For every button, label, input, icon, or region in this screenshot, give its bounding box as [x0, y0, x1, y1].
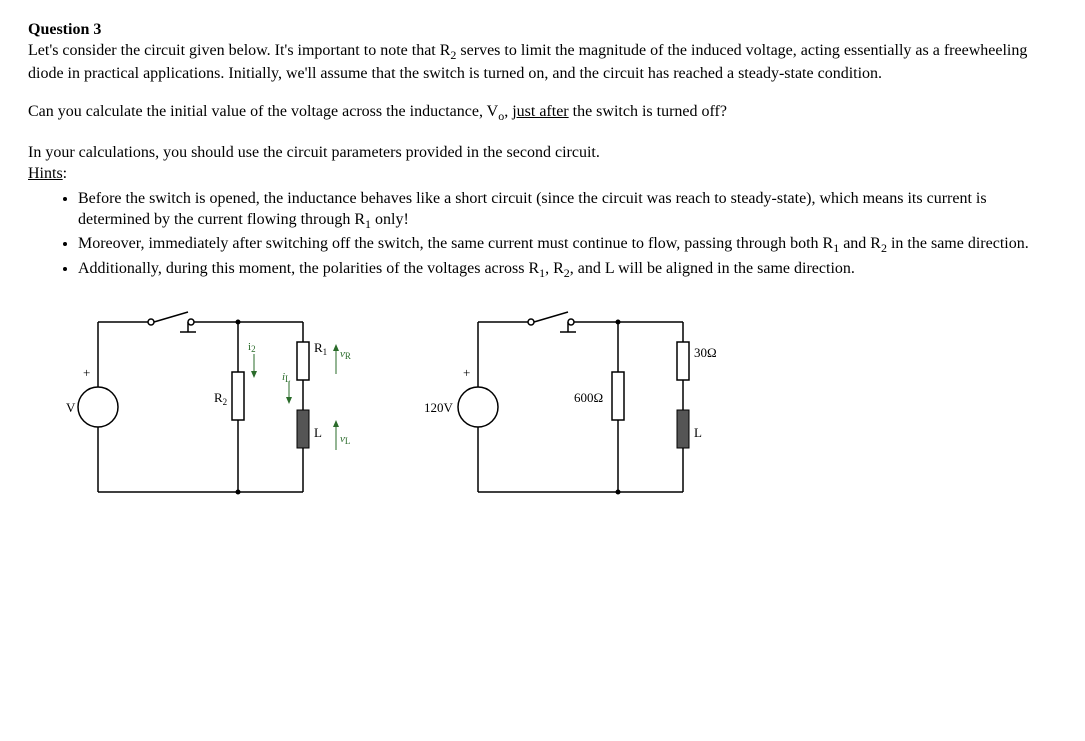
p1-text-a: Let's consider the circuit given below. … [28, 42, 450, 59]
p2-text-b: , [504, 103, 512, 120]
hint-1: Before the switch is opened, the inducta… [78, 189, 1057, 233]
c1-l-label: L [314, 425, 322, 440]
hint-2: Moreover, immediately after switching of… [78, 234, 1057, 257]
circuit-1: + V R2 R1 L i2 iL vR vL [58, 302, 378, 512]
c1-vl-label: vL [340, 433, 350, 446]
hints-colon: : [63, 165, 67, 182]
question-block: Question 3 Let's consider the circuit gi… [28, 20, 1057, 282]
paragraph-1: Question 3 Let's consider the circuit gi… [28, 20, 1057, 84]
c1-vr-label: vR [340, 348, 351, 361]
c1-r2-label: R2 [214, 390, 227, 407]
c2-r1-label: 30Ω [694, 345, 717, 360]
p2-underline: just after [512, 103, 568, 120]
c1-source-label: V [66, 400, 76, 415]
c2-plus: + [463, 365, 470, 380]
p3-text: In your calculations, you should use the… [28, 144, 600, 161]
p2-text-a: Can you calculate the initial value of t… [28, 103, 498, 120]
paragraph-3: In your calculations, you should use the… [28, 143, 1057, 185]
c2-source-label: 120V [424, 400, 454, 415]
p2-text-c: the switch is turned off? [569, 103, 727, 120]
c1-il-label: iL [282, 371, 291, 384]
c2-l-label: L [694, 425, 702, 440]
c1-plus: + [83, 365, 90, 380]
hints-list: Before the switch is opened, the inducta… [28, 189, 1057, 282]
paragraph-2: Can you calculate the initial value of t… [28, 102, 1057, 125]
circuits-container: + V R2 R1 L i2 iL vR vL [28, 302, 1057, 512]
circuit-2: + 120V 600Ω 30Ω L [418, 302, 738, 512]
hints-label: Hints [28, 165, 63, 182]
question-title: Question 3 [28, 21, 101, 38]
c2-r2-label: 600Ω [574, 390, 603, 405]
c1-i2-label: i2 [248, 341, 256, 354]
c1-r1-label: R1 [314, 340, 327, 357]
hint-3: Additionally, during this moment, the po… [78, 259, 1057, 282]
